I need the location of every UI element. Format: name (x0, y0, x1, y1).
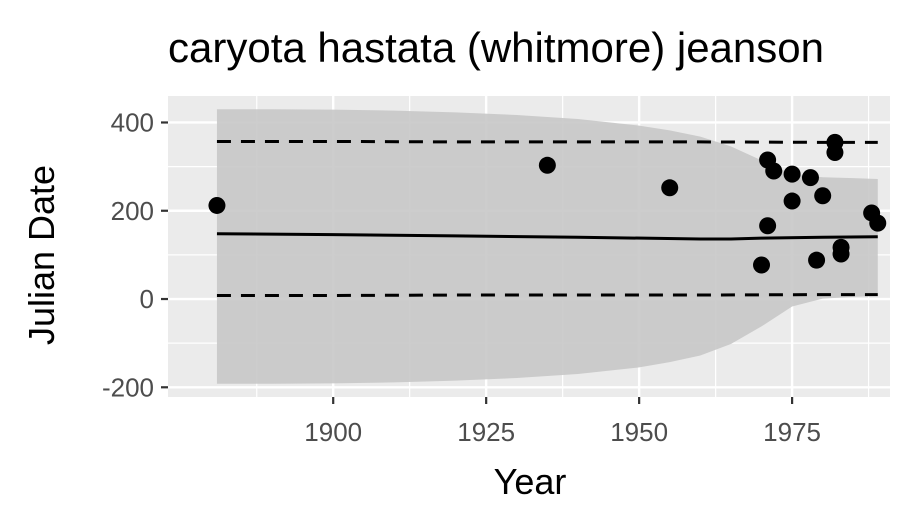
data-points (208, 133, 887, 274)
x-tick-label: 1975 (763, 417, 821, 447)
axes: 1900 1925 1950 1975 -200 0 200 400 (102, 107, 821, 447)
data-point (753, 256, 771, 274)
confidence-ribbon-layer (216, 109, 878, 384)
data-point (814, 187, 832, 205)
data-point (801, 169, 819, 187)
data-point (869, 214, 887, 232)
upper-dashed-line (216, 139, 878, 144)
x-tick-label: 1900 (304, 417, 362, 447)
fit-line (216, 232, 878, 241)
dashed-bounds-layer (216, 139, 878, 297)
y-tick-label: 0 (140, 284, 154, 314)
chart-title: caryota hastata (whitmore) jeanson (168, 24, 824, 71)
y-axis-title: Julian Date (21, 165, 62, 345)
y-tick-label: 400 (111, 107, 154, 137)
data-point (765, 162, 783, 180)
y-tick-label: -200 (102, 372, 154, 402)
data-point (661, 179, 679, 197)
x-tick-label: 1950 (610, 417, 668, 447)
fit-line-layer (216, 232, 878, 241)
data-point (808, 251, 826, 269)
data-point (759, 217, 777, 235)
data-point (538, 156, 556, 174)
y-tick-label: 200 (111, 196, 154, 226)
data-point (783, 165, 801, 183)
x-axis-title: Year (494, 461, 567, 502)
x-tick-label: 1925 (457, 417, 515, 447)
data-point (208, 196, 226, 214)
lower-dashed-line (216, 293, 878, 297)
data-point (826, 143, 844, 161)
data-point (783, 192, 801, 210)
data-point (832, 245, 850, 263)
confidence-ribbon (216, 109, 878, 384)
